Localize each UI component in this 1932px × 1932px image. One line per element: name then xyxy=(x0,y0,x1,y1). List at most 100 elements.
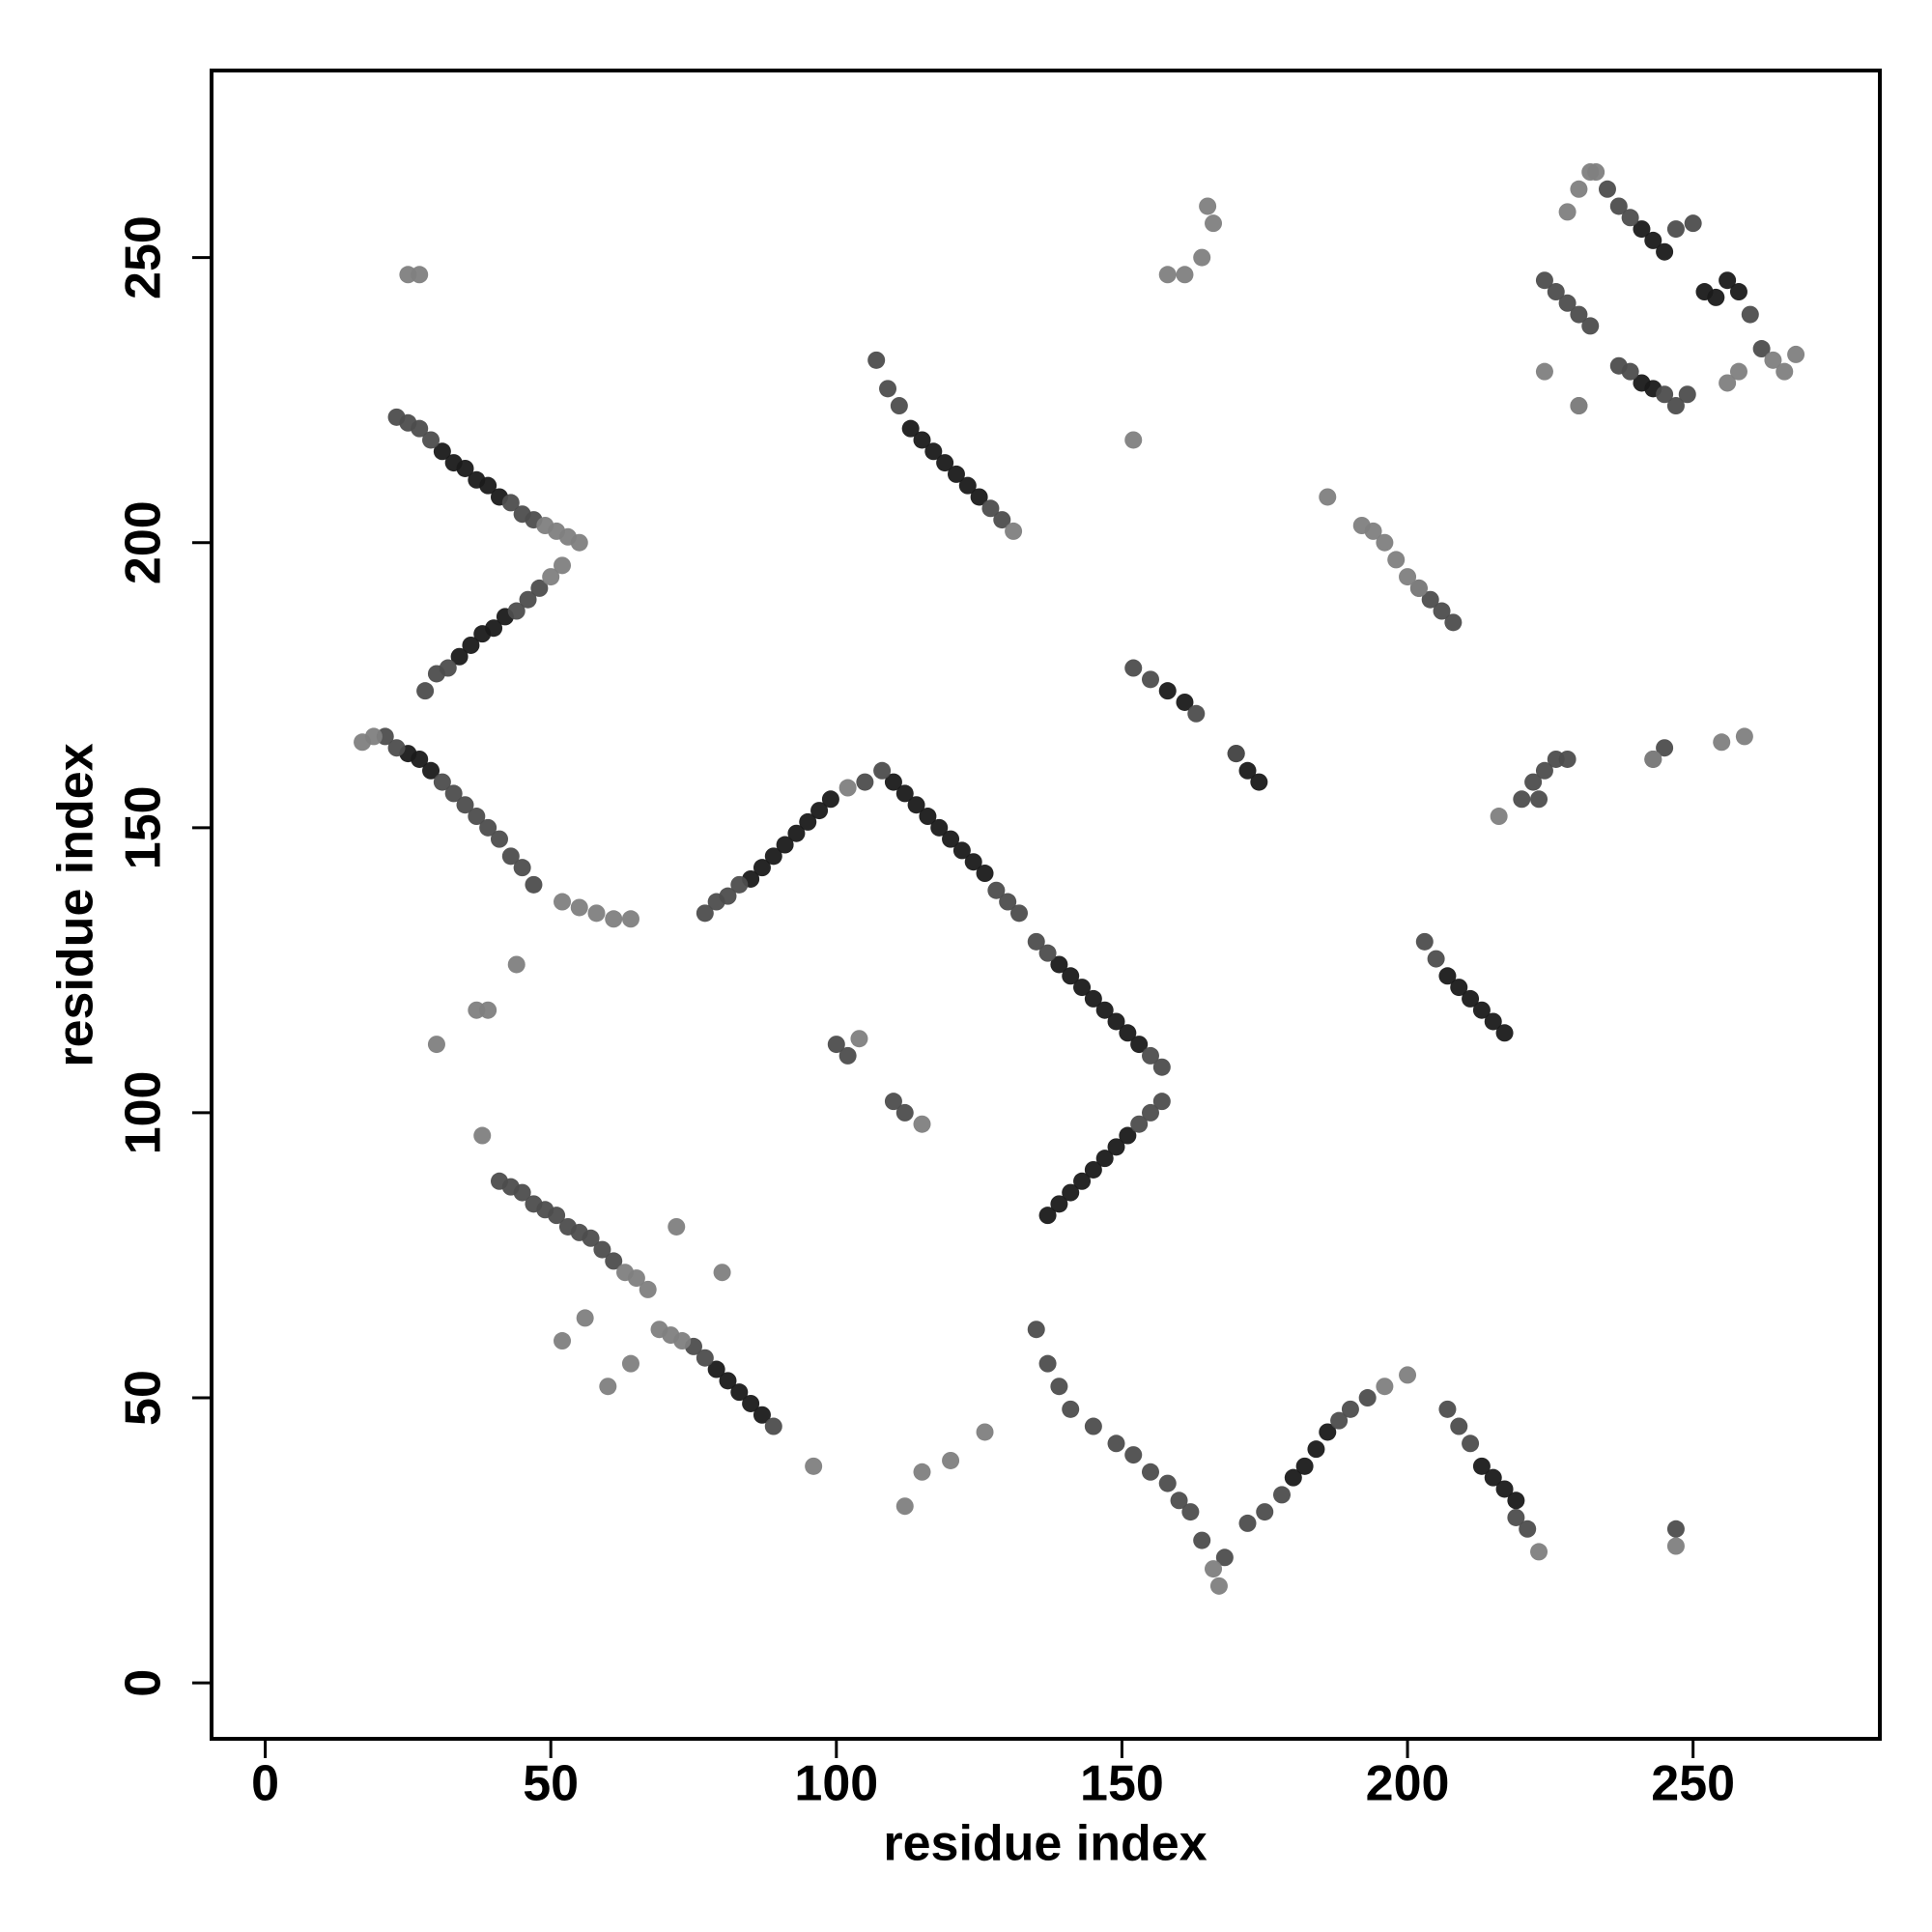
point xyxy=(1250,773,1268,791)
point xyxy=(913,1115,931,1133)
point xyxy=(981,499,1000,518)
point xyxy=(838,779,857,797)
point xyxy=(1570,180,1588,198)
y-tick-label: 150 xyxy=(116,785,172,869)
point xyxy=(1438,967,1457,985)
point xyxy=(513,1183,531,1202)
point xyxy=(1415,932,1434,951)
point xyxy=(707,1360,725,1378)
point xyxy=(450,647,469,666)
point xyxy=(884,1093,902,1111)
point xyxy=(827,1036,845,1054)
point xyxy=(1570,397,1588,415)
point xyxy=(364,727,383,746)
point xyxy=(554,1332,572,1350)
point xyxy=(730,1383,749,1402)
point xyxy=(576,1309,594,1327)
point xyxy=(439,659,457,677)
point xyxy=(1124,1446,1143,1464)
point xyxy=(1666,220,1685,239)
point xyxy=(1124,659,1143,677)
point xyxy=(1495,1024,1514,1042)
point xyxy=(1152,1093,1171,1111)
point xyxy=(1547,283,1565,301)
point xyxy=(1084,989,1102,1008)
point xyxy=(462,636,480,654)
point xyxy=(821,790,839,809)
point xyxy=(1535,761,1553,780)
point xyxy=(1558,750,1577,768)
point xyxy=(753,859,771,877)
point xyxy=(570,533,588,552)
point xyxy=(1776,362,1794,381)
point xyxy=(1050,1378,1068,1396)
point xyxy=(1005,522,1023,540)
point xyxy=(1666,1537,1685,1555)
point xyxy=(593,1240,611,1259)
point xyxy=(1141,1463,1159,1481)
point xyxy=(1095,1150,1114,1168)
point xyxy=(473,1126,492,1145)
y-tick-label: 250 xyxy=(116,215,172,299)
point xyxy=(1050,955,1068,974)
point xyxy=(1141,1103,1159,1122)
point xyxy=(519,590,537,609)
point xyxy=(1535,362,1553,381)
point xyxy=(411,750,429,768)
point xyxy=(554,556,572,575)
point xyxy=(1141,670,1159,689)
point xyxy=(605,1252,623,1270)
point xyxy=(1124,431,1143,449)
point xyxy=(919,808,937,826)
point xyxy=(1656,242,1674,261)
point xyxy=(895,1497,914,1516)
point xyxy=(1633,220,1651,239)
point xyxy=(1644,750,1662,768)
point xyxy=(1062,1183,1080,1202)
point xyxy=(1713,733,1731,752)
point xyxy=(1170,1492,1188,1510)
point xyxy=(1084,1160,1102,1179)
point xyxy=(1462,1435,1480,1453)
point xyxy=(1215,1548,1234,1567)
point xyxy=(1307,1440,1325,1459)
point xyxy=(1062,967,1080,985)
point xyxy=(1570,305,1588,324)
point xyxy=(924,442,943,461)
point xyxy=(942,830,960,848)
point xyxy=(530,579,549,597)
point xyxy=(621,910,639,928)
point xyxy=(1513,790,1531,809)
point xyxy=(411,419,429,438)
point xyxy=(427,1036,445,1054)
point xyxy=(799,812,817,831)
point xyxy=(456,796,474,814)
point xyxy=(1764,351,1782,369)
point xyxy=(719,1372,737,1390)
point xyxy=(1158,1474,1177,1492)
point xyxy=(621,1354,639,1373)
point xyxy=(1666,397,1685,415)
point xyxy=(1644,231,1662,249)
point xyxy=(639,1280,657,1298)
point xyxy=(696,904,714,923)
point xyxy=(513,859,531,877)
point xyxy=(1535,271,1553,290)
point xyxy=(838,1046,857,1065)
point xyxy=(764,847,782,866)
point xyxy=(1399,1366,1417,1384)
point xyxy=(1107,1435,1125,1453)
point xyxy=(1158,682,1177,700)
point xyxy=(1152,1058,1171,1076)
point xyxy=(1209,1577,1228,1595)
point xyxy=(1176,693,1194,711)
point xyxy=(507,955,526,974)
point xyxy=(1050,1195,1068,1213)
point xyxy=(1719,271,1737,290)
point xyxy=(1038,944,1057,962)
point xyxy=(1256,1503,1274,1521)
point xyxy=(1376,533,1394,552)
point xyxy=(599,1378,617,1396)
